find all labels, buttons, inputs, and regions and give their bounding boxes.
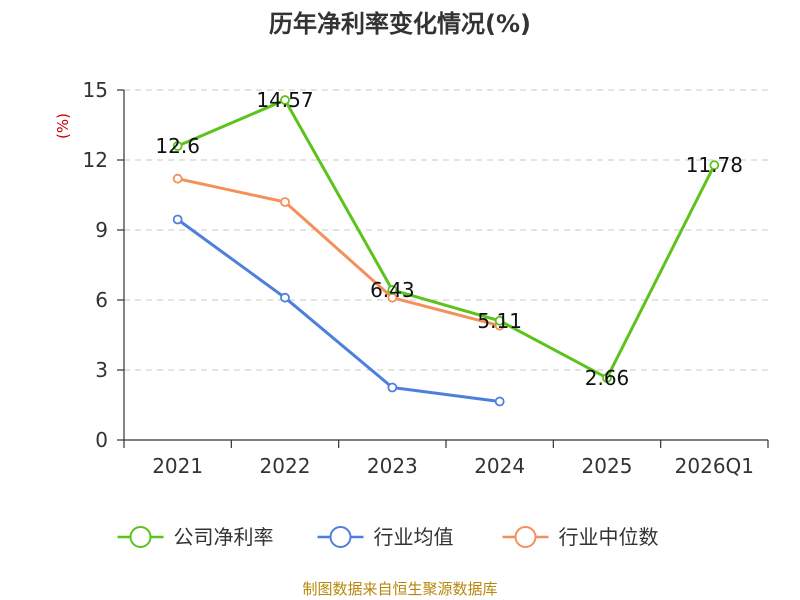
chart-title: 历年净利率变化情况(%) (269, 10, 531, 38)
y-tick-label: 15 (83, 78, 108, 102)
data-point (709, 160, 720, 171)
legend-item[interactable]: 行业均值 (317, 525, 454, 549)
data-labels: 12.6 14.57 6.43 5.11 2.66 11.78 (155, 88, 743, 390)
legend-item[interactable]: 行业中位数 (502, 525, 659, 549)
data-point (280, 197, 290, 207)
legend-label: 行业中位数 (559, 525, 659, 549)
x-tick-label: 2021 (152, 454, 203, 478)
series-line (177, 177, 501, 328)
x-tick-label: 2024 (474, 454, 525, 478)
y-tick-label: 3 (95, 358, 108, 382)
series-group (172, 95, 720, 407)
data-point (494, 396, 505, 407)
y-tick-label: 12 (83, 148, 108, 172)
data-point (602, 373, 612, 383)
data-label: 14.57 (256, 88, 313, 112)
data-label: 2.66 (585, 366, 630, 390)
data-point (172, 214, 183, 225)
x-tick-label: 2025 (582, 454, 633, 478)
data-label: 11.78 (686, 153, 743, 177)
x-tick-label: 2026Q1 (675, 454, 754, 478)
data-point (172, 173, 183, 184)
legend-label: 公司净利率 (174, 525, 274, 549)
y-tick-label: 6 (95, 288, 108, 312)
source-note: 制图数据来自恒生聚源数据库 (302, 580, 497, 598)
data-label: 5.11 (477, 309, 522, 333)
data-point (280, 292, 290, 303)
data-point (172, 141, 183, 151)
legend-label: 行业均值 (374, 525, 454, 549)
data-label: 6.43 (370, 278, 415, 302)
series-line (177, 98, 716, 380)
series-line (176, 218, 500, 403)
y-tick-label: 9 (95, 218, 108, 242)
data-point (494, 315, 505, 326)
legend[interactable]: 公司净利率 行业均值 行业中位数 (117, 525, 659, 549)
data-point (387, 382, 398, 393)
data-label: 12.6 (155, 134, 200, 158)
axes: 0 3 6 9 12 15 2021 2022 2023 2024 2025 2026Q1 (83, 78, 769, 478)
legend-swatch-marker (329, 526, 352, 548)
legend-swatch-marker (129, 526, 152, 548)
y-axis-unit-label: (%) (54, 113, 72, 139)
x-tick-label: 2023 (367, 454, 418, 478)
gridlines (124, 89, 768, 371)
x-tick-label: 2022 (260, 454, 311, 478)
legend-item[interactable]: 公司净利率 (117, 525, 274, 549)
legend-swatch-marker (514, 526, 537, 548)
data-point (280, 95, 290, 105)
y-tick-label: 0 (95, 428, 108, 452)
data-point (387, 285, 398, 295)
